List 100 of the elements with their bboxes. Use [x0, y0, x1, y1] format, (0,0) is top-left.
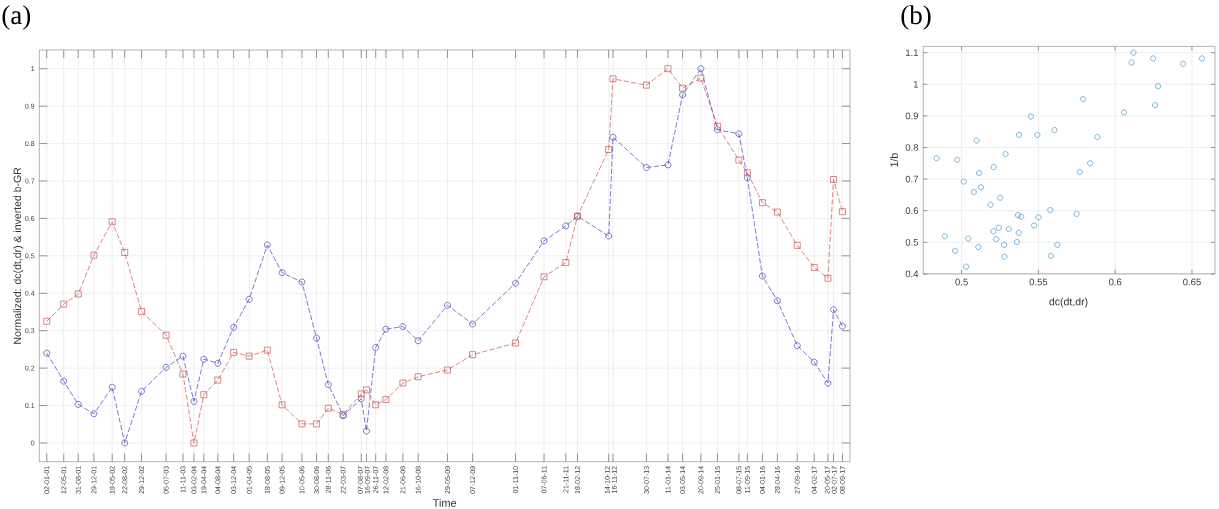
point: [324, 381, 332, 388]
y-tick-label: 0.4: [905, 270, 919, 278]
point: [990, 228, 997, 235]
point: [1094, 134, 1101, 140]
point: [363, 386, 370, 394]
point: [1155, 83, 1161, 90]
point: [399, 323, 407, 330]
point: [1013, 239, 1020, 245]
point: [735, 130, 743, 138]
point: [830, 176, 837, 183]
point: [562, 259, 570, 266]
point: [562, 222, 570, 230]
point: [357, 395, 365, 403]
point: [399, 379, 407, 387]
point: [960, 178, 967, 185]
point: [1080, 96, 1087, 103]
point: [605, 146, 613, 153]
point: [230, 323, 237, 331]
y-tick-label: 0.9: [905, 112, 919, 120]
point: [298, 420, 306, 428]
point: [997, 194, 1004, 201]
point: [759, 272, 766, 280]
point: [414, 337, 422, 345]
point: [774, 297, 781, 305]
point: [605, 232, 613, 240]
point: [970, 189, 977, 195]
point: [298, 278, 306, 286]
point: [1027, 113, 1034, 120]
point: [278, 401, 286, 409]
point: [1076, 169, 1083, 176]
point: [1016, 131, 1022, 138]
point: [830, 306, 837, 314]
point: [121, 249, 129, 256]
point: [357, 390, 365, 398]
point: [1001, 241, 1008, 248]
point: [744, 174, 751, 181]
point: [245, 295, 253, 303]
chart-title: (a): [2, 5, 31, 30]
point: [1128, 59, 1135, 66]
point: [60, 300, 68, 308]
point: [1018, 213, 1025, 220]
point: [810, 264, 818, 271]
point: [444, 366, 451, 374]
point: [774, 208, 781, 216]
point: [278, 269, 286, 277]
point: [965, 235, 972, 242]
point: [643, 81, 650, 89]
y-tick-label: 1.1: [906, 49, 919, 56]
point: [363, 427, 370, 435]
x-tick-label: 0.55: [1029, 278, 1048, 286]
point: [1051, 127, 1058, 134]
point: [609, 75, 617, 83]
y-tick-label: 0.7: [905, 175, 919, 183]
point: [60, 377, 68, 385]
x-axis-title: Time: [432, 498, 457, 507]
point: [214, 359, 222, 367]
point: [263, 346, 271, 354]
point: [839, 208, 846, 216]
point: [1035, 214, 1042, 221]
point: [954, 156, 961, 163]
point: [108, 383, 116, 391]
point: [200, 391, 208, 399]
point: [744, 169, 751, 177]
point: [190, 398, 198, 405]
point: [74, 401, 82, 408]
point: [512, 279, 519, 287]
point: [759, 199, 766, 207]
point: [382, 325, 390, 333]
point: [540, 237, 548, 245]
point: [74, 290, 82, 298]
point: [824, 379, 832, 387]
point: [679, 91, 686, 99]
point: [179, 352, 187, 360]
point: [540, 273, 548, 281]
point: [1130, 49, 1137, 56]
point: [121, 439, 129, 447]
point: [1015, 212, 1021, 219]
point: [975, 244, 982, 250]
point: [372, 401, 380, 409]
point: [973, 137, 980, 144]
point: [108, 218, 116, 226]
point: [735, 156, 743, 164]
point: [1005, 226, 1012, 232]
point: [793, 242, 801, 249]
point: [138, 387, 145, 395]
y-axis-title: 1/b: [890, 153, 898, 167]
point: [1001, 253, 1008, 260]
y-tick-label: 1: [913, 81, 919, 88]
point: [1087, 160, 1094, 167]
point: [714, 126, 721, 134]
x-tick-label: 0.6: [1108, 278, 1122, 286]
point: [993, 236, 1000, 243]
point: [200, 355, 208, 363]
point: [90, 410, 98, 418]
point: [263, 241, 271, 249]
point: [444, 301, 451, 309]
point: [1073, 210, 1080, 217]
point: [664, 65, 672, 73]
point: [230, 349, 237, 356]
point: [469, 351, 476, 358]
